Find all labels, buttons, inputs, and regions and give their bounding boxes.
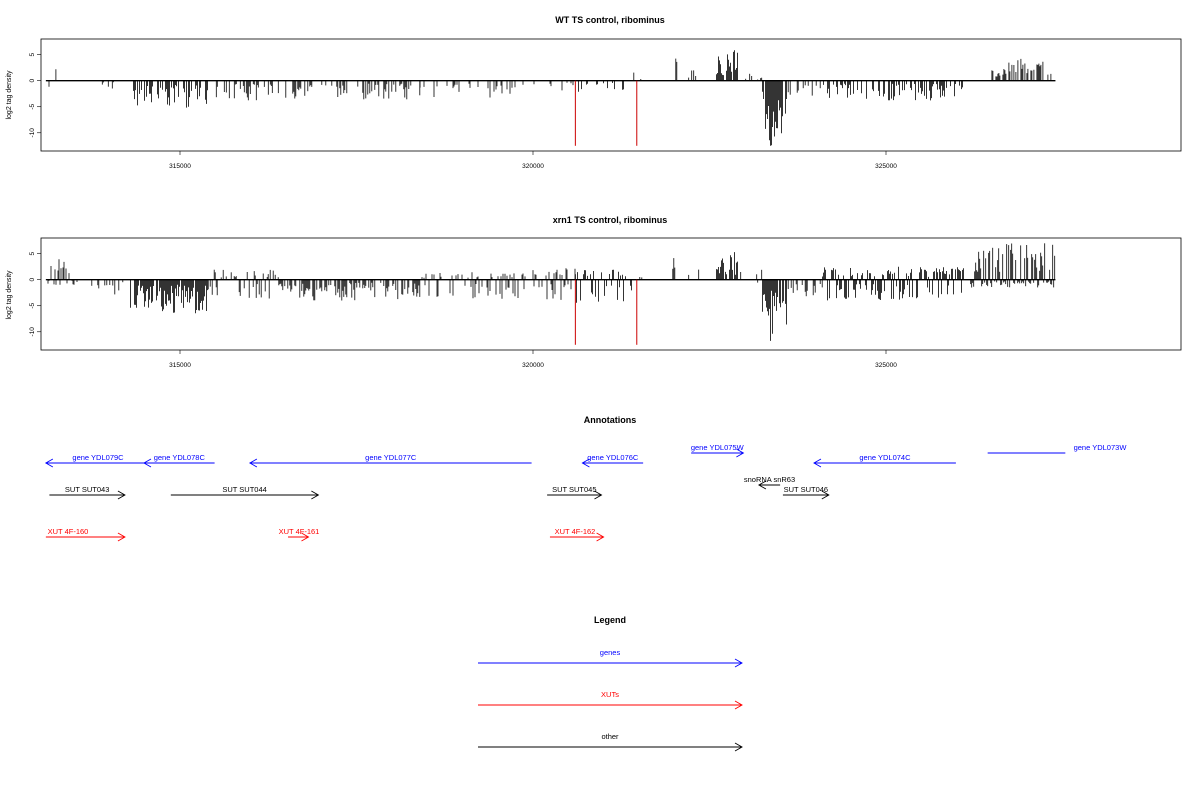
annotation-arrowhead xyxy=(311,490,320,500)
annotation-xut-4f-160: XUT 4F-160 xyxy=(45,527,126,542)
xrn1-track-title: xrn1 TS control, ribominus xyxy=(553,215,668,225)
annotation-label: SUT SUT043 xyxy=(65,485,109,494)
wt-red-lines xyxy=(574,80,638,146)
wt-y-tick-label: 5 xyxy=(29,52,36,56)
wt-track-title: WT TS control, ribominus xyxy=(555,15,665,25)
annotation-gene-ydl073w: gene YDL073W xyxy=(987,443,1128,454)
xrn1-x-tick-label: 315000 xyxy=(169,362,191,369)
wt-plot-frame xyxy=(40,38,1182,152)
annotation-label: gene YDL078C xyxy=(154,453,206,462)
annotation-label: XUT 4F-161 xyxy=(279,527,320,536)
legend-label: XUTs xyxy=(601,690,619,699)
annotation-arrowhead xyxy=(736,448,745,458)
annotations-title: Annotations xyxy=(584,415,637,425)
annotation-label: SUT SUT046 xyxy=(784,485,828,494)
annotation-label: gene YDL073W xyxy=(1074,443,1128,452)
legend-item-xuts: XUTs xyxy=(478,690,743,710)
annotation-xut-4f-162: XUT 4F-162 xyxy=(549,527,605,542)
annotation-sut-sut043: SUT SUT043 xyxy=(49,485,126,500)
wt-x-tick-label: 325000 xyxy=(875,163,897,170)
wt-y-axis: 5 0 -5 -10 xyxy=(29,52,41,137)
annotation-gene-ydl074c: gene YDL074C xyxy=(813,453,956,468)
xrn1-y-tick-label: 5 xyxy=(29,251,36,255)
annotation-arrowhead xyxy=(758,480,767,490)
wt-y-axis-label: log2 tag density xyxy=(6,70,13,120)
annotation-arrowhead xyxy=(301,532,310,542)
legend-arrowhead xyxy=(734,700,743,710)
annotation-arrowhead xyxy=(813,458,822,468)
annotation-label: XUT 4F-162 xyxy=(555,527,596,536)
xrn1-x-axis: 315000 320000 325000 xyxy=(169,350,897,369)
xrn1-y-tick-label: 0 xyxy=(29,277,36,281)
annotation-arrowhead xyxy=(117,490,126,500)
wt-x-tick-label: 315000 xyxy=(169,163,191,170)
wt-track-panel: WT TS control, ribominus log2 tag densit… xyxy=(6,15,1182,170)
annotation-label: gene YDL076C xyxy=(587,453,639,462)
annotation-label: SUT SUT045 xyxy=(552,485,596,494)
legend-label: genes xyxy=(600,648,621,657)
xrn1-track-panel: xrn1 TS control, ribominus log2 tag dens… xyxy=(6,215,1182,369)
annotation-sut-sut045: SUT SUT045 xyxy=(547,485,603,500)
annotation-gene-ydl079c: gene YDL079C xyxy=(44,453,164,468)
legend-label: other xyxy=(601,732,619,741)
wt-x-tick-label: 320000 xyxy=(522,163,544,170)
annotation-gene-ydl075w: gene YDL075W xyxy=(691,443,745,458)
xrn1-red-lines xyxy=(574,279,638,345)
annotation-arrowhead xyxy=(581,458,590,468)
legend-arrowhead xyxy=(734,658,743,668)
annotation-gene-ydl076c: gene YDL076C xyxy=(581,453,644,468)
xrn1-plot-frame xyxy=(40,237,1182,351)
annotation-xut-4f-161: XUT 4F-161 xyxy=(279,527,320,542)
wt-x-axis: 315000 320000 325000 xyxy=(169,151,897,170)
wt-y-tick-label: -5 xyxy=(29,103,36,109)
xrn1-y-tick-label: -5 xyxy=(29,302,36,308)
legend-item-other: other xyxy=(478,732,743,752)
wt-y-tick-label: 0 xyxy=(29,78,36,82)
xrn1-y-tick-label: -10 xyxy=(29,327,36,337)
wt-signal-bars xyxy=(48,50,1052,146)
xrn1-y-axis-label: log2 tag density xyxy=(6,270,13,320)
xrn1-x-tick-label: 325000 xyxy=(875,362,897,369)
annotation-sut-sut044: SUT SUT044 xyxy=(170,485,320,500)
xrn1-y-axis: 5 0 -5 -10 xyxy=(29,251,41,336)
legend-item-genes: genes xyxy=(478,648,743,668)
annotation-label: gene YDL079C xyxy=(72,453,124,462)
annotation-arrowhead xyxy=(143,458,152,468)
legend-title: Legend xyxy=(594,615,626,625)
annotation-label: gene YDL075W xyxy=(691,443,745,452)
annotation-sut-sut046: SUT SUT046 xyxy=(782,485,830,500)
legend-panel: Legend genes XUTs other xyxy=(478,615,743,752)
wt-y-tick-label: -10 xyxy=(29,128,36,138)
annotation-label: gene YDL074C xyxy=(859,453,911,462)
legend-arrowhead xyxy=(734,742,743,752)
xrn1-x-tick-label: 320000 xyxy=(522,362,544,369)
annotation-arrowhead xyxy=(596,532,605,542)
annotation-label: SUT SUT044 xyxy=(222,485,266,494)
annotation-arrowhead xyxy=(248,458,258,468)
annotations-panel: Annotations gene YDL079C gene YDL078C gene… xyxy=(44,415,1128,542)
annotation-snorna-snr63: snoRNA snR63 xyxy=(744,475,795,490)
annotation-arrowhead xyxy=(117,532,126,542)
annotation-label: XUT 4F-160 xyxy=(48,527,89,536)
xrn1-signal-bars xyxy=(47,243,1056,341)
annotation-label: snoRNA snR63 xyxy=(744,475,795,484)
annotation-arrowhead xyxy=(44,458,54,468)
annotation-label: gene YDL077C xyxy=(365,453,417,462)
annotation-arrowhead xyxy=(821,490,830,500)
annotation-gene-ydl077c: gene YDL077C xyxy=(248,453,532,468)
annotation-arrowhead xyxy=(594,490,603,500)
annotation-gene-ydl078c: gene YDL078C xyxy=(143,453,215,468)
